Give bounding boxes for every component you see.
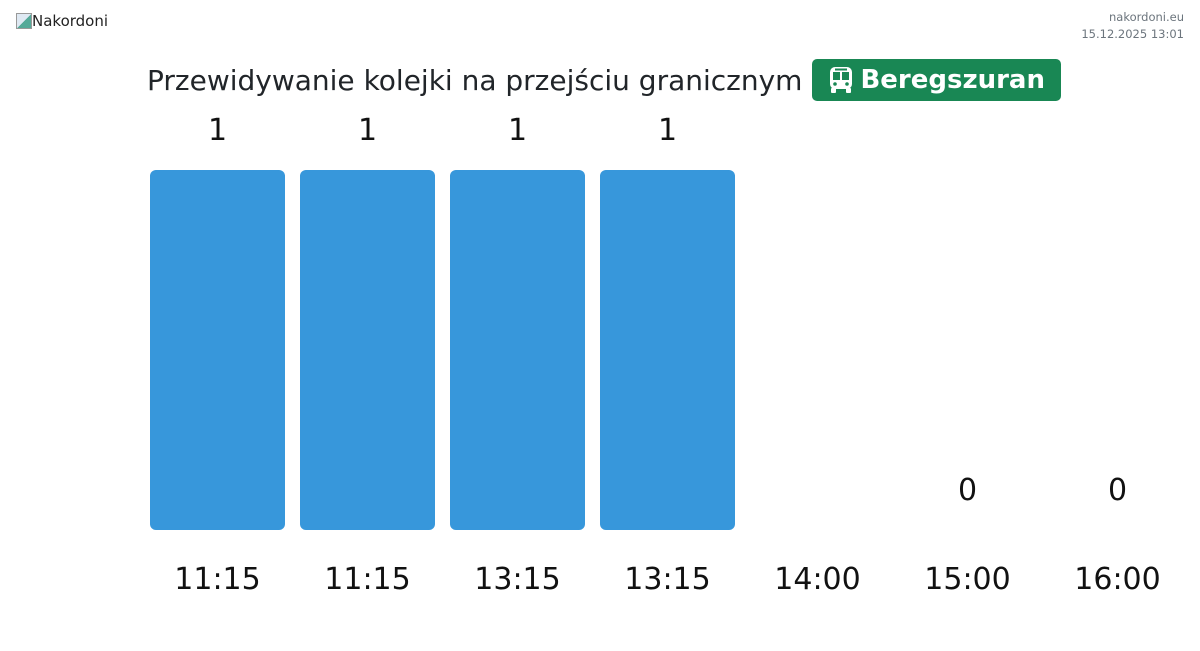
- broken-image-icon: [16, 13, 32, 29]
- logo-alt-text: Nakordoni: [32, 12, 109, 30]
- x-tick-label: 11:15: [174, 562, 260, 597]
- logo[interactable]: Nakordoni: [16, 12, 108, 30]
- page-title: Przewidywanie kolejki na przejściu grani…: [147, 59, 1061, 101]
- badge-label: Beregszuran: [860, 65, 1045, 95]
- x-tick-label: 14:00: [774, 562, 860, 597]
- value-label: 0: [958, 473, 977, 508]
- bar: [450, 170, 585, 530]
- value-label: 0: [1108, 473, 1127, 508]
- value-label: 1: [208, 113, 227, 148]
- crossing-badge: Beregszuran: [812, 59, 1061, 101]
- x-tick-label: 16:00: [1074, 562, 1160, 597]
- x-tick-label: 15:00: [924, 562, 1010, 597]
- value-label: 1: [508, 113, 527, 148]
- bus-icon: [830, 67, 853, 93]
- bar: [300, 170, 435, 530]
- x-tick-label: 13:15: [474, 562, 560, 597]
- x-tick-label: 13:15: [624, 562, 710, 597]
- bar: [150, 170, 285, 530]
- value-label: 1: [358, 113, 377, 148]
- meta-info: nakordoni.eu 15.12.2025 13:01: [1081, 9, 1184, 43]
- value-label: 1: [658, 113, 677, 148]
- site-name: nakordoni.eu: [1109, 10, 1184, 24]
- timestamp: 15.12.2025 13:01: [1081, 27, 1184, 41]
- bar: [600, 170, 735, 530]
- title-text: Przewidywanie kolejki na przejściu grani…: [147, 63, 803, 97]
- x-tick-label: 11:15: [324, 562, 410, 597]
